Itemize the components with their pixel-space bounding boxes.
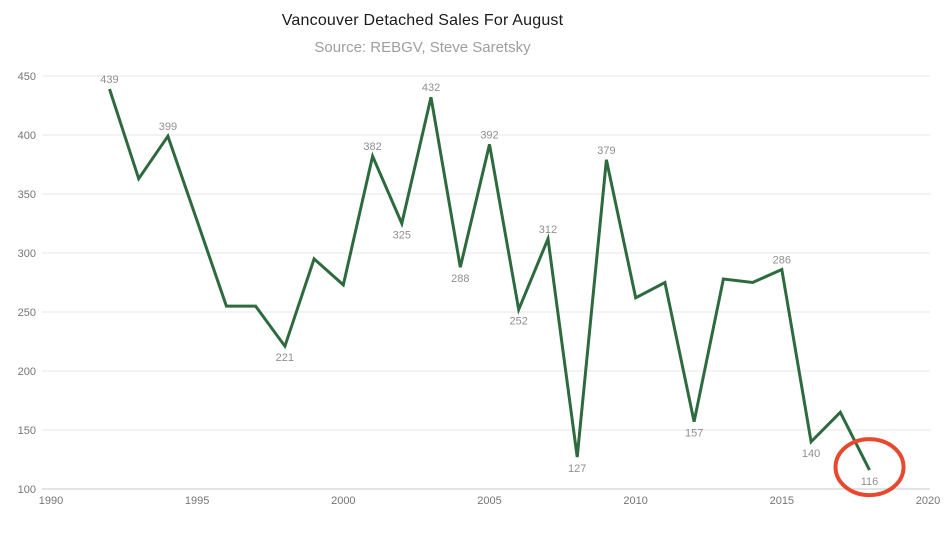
data-label: 399 [159,121,177,133]
data-label: 382 [363,141,381,153]
x-tick-label: 1990 [39,495,63,507]
data-label: 432 [422,82,440,94]
data-label: 312 [539,224,557,236]
data-label: 221 [276,352,294,364]
data-label: 157 [685,428,703,440]
data-label: 325 [393,230,411,242]
data-label: 127 [568,463,586,475]
x-tick-label: 2005 [477,495,501,507]
data-label: 439 [100,74,118,86]
data-label: 140 [802,448,820,460]
data-label: 252 [510,316,528,328]
y-tick-label: 250 [18,307,36,319]
data-label: 288 [451,273,469,285]
x-tick-label: 1995 [185,495,209,507]
x-tick-label: 2020 [916,495,940,507]
y-tick-label: 200 [18,366,36,378]
x-tick-label: 2010 [623,495,647,507]
y-tick-label: 150 [18,425,36,437]
data-label: 379 [597,145,615,157]
x-tick-label: 2015 [770,495,794,507]
x-tick-label: 2000 [331,495,355,507]
y-tick-label: 450 [18,71,36,83]
data-label: 286 [773,255,791,267]
y-tick-label: 350 [18,189,36,201]
sales-line [108,88,871,471]
highlight-ellipse [833,437,906,498]
y-tick-label: 100 [18,484,36,496]
y-tick-label: 300 [18,248,36,260]
y-tick-label: 400 [18,130,36,142]
data-label: 116 [861,476,879,488]
data-label: 392 [480,129,498,141]
